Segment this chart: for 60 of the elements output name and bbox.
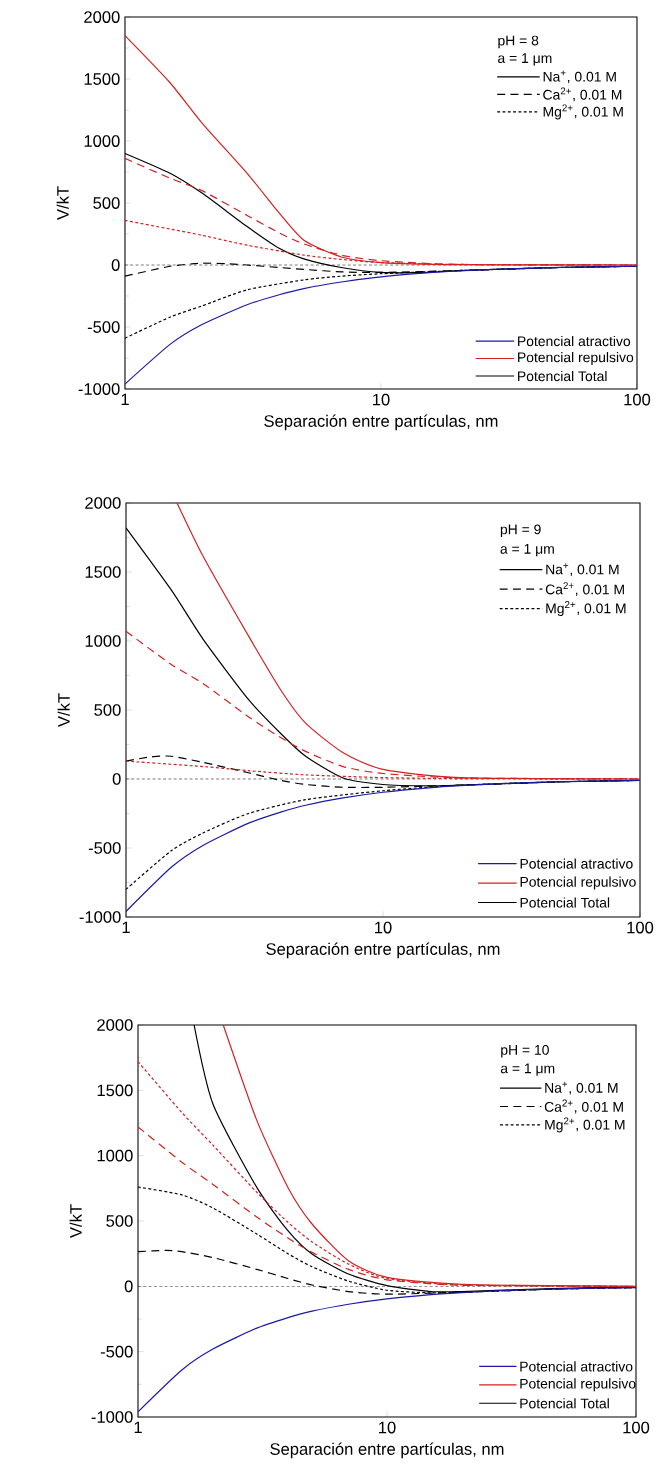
y-tick-label: 0 [124, 1280, 133, 1293]
legend-label: Na$^{+}$, 0.01 M [543, 70, 616, 84]
annotation: Potencial Total [520, 897, 610, 908]
annotation: a = 1 μm [500, 1063, 555, 1076]
legend-label: Potencial repulsivo [520, 876, 636, 890]
legend-label: Ca$^{2+}$, 0.01 M [543, 87, 622, 102]
x-tick-label: 1 [121, 393, 129, 406]
x-tick-label: 1 [122, 921, 130, 934]
y-tick-label: 2000 [85, 497, 121, 509]
y-tick-label: 500 [106, 1215, 133, 1227]
y-axis-title: V/kT [69, 1204, 82, 1238]
x-tick-label: 10 [375, 921, 392, 934]
annotation: pH = 9 [500, 524, 541, 538]
annotation: Potencial Total [518, 370, 607, 382]
y-tick-label: 2000 [97, 1019, 133, 1031]
x-tick-label: 100 [624, 393, 651, 406]
y-tick-label: -500 [87, 321, 120, 333]
legend-label: Na$^{+}$, 0.01 M [545, 1081, 618, 1095]
y-tick-label: 1500 [97, 1084, 133, 1097]
y-tick-label: 1000 [97, 1149, 133, 1162]
y-tick-label: -500 [100, 1345, 133, 1358]
legend-label: Mg$^{2+}$, 0.01 M [543, 104, 623, 120]
legend-label: Potencial repulsivo [518, 352, 634, 366]
legend-label: Na$^{+}$, 0.01 M [546, 563, 619, 576]
y-tick-label: 1000 [85, 635, 121, 647]
x-tick-label: 100 [627, 921, 654, 934]
legend-label: Ca$^{2+}$, 0.01 M [545, 582, 624, 597]
y-tick-label: 500 [94, 704, 121, 716]
x-tick-label: 100 [623, 1421, 650, 1434]
annotation: pH = 8 [498, 35, 539, 49]
y-tick-label: 1500 [84, 73, 120, 85]
annotation: a = 1 μm [500, 544, 554, 557]
y-tick-label: -1000 [91, 1411, 133, 1423]
x-tick-label: 10 [379, 1421, 396, 1434]
annotation: Potencial Total [520, 1398, 609, 1409]
y-tick-label: 2000 [84, 11, 120, 23]
legend-label: Mg$^{2+}$, 0.01 M [546, 601, 626, 617]
x-tick-label: 1 [134, 1421, 142, 1434]
y-axis-title: V/kT [56, 186, 69, 220]
y-axis-title: V/kT [57, 693, 70, 727]
legend-label: Potencial repulsivo [520, 1378, 636, 1392]
y-tick-label: -1000 [78, 383, 120, 395]
x-axis-title: Separación entre partículas, nm [270, 1442, 504, 1459]
x-axis-title: Separación entre partículas, nm [266, 942, 500, 959]
legend-label: Potencial atractivo [520, 858, 633, 869]
x-axis-title: Separación entre partículas, nm [264, 414, 498, 431]
y-tick-label: -1000 [79, 911, 121, 923]
y-tick-label: 500 [93, 197, 120, 209]
legend-label: Mg$^{2+}$, 0.01 M [545, 1117, 625, 1133]
y-tick-label: 0 [111, 259, 120, 271]
annotation: a = 1 μm [498, 53, 552, 66]
legend-label: Potencial atractivo [520, 1361, 633, 1372]
legend-label: Potencial atractivo [518, 335, 631, 347]
y-tick-label: 0 [112, 773, 121, 785]
x-tick-label: 10 [373, 393, 390, 406]
y-tick-label: 1500 [85, 566, 121, 578]
legend-label: Ca$^{2+}$, 0.01 M [544, 1099, 623, 1114]
y-tick-label: -500 [88, 842, 121, 854]
annotation: pH = 10 [501, 1044, 549, 1058]
y-tick-label: 1000 [84, 135, 120, 147]
